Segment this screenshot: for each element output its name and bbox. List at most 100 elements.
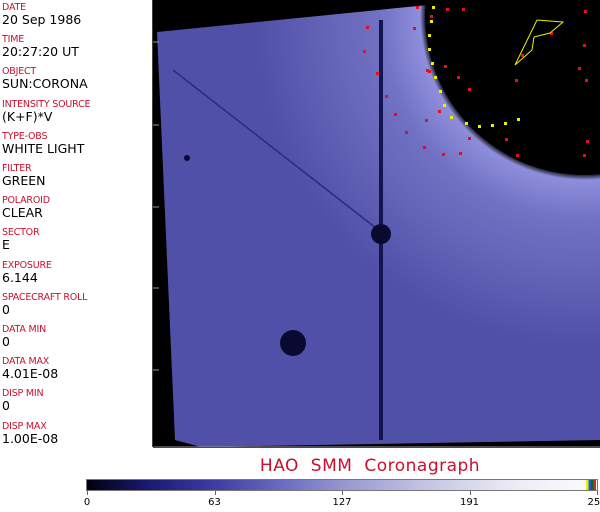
- color-bar-tick: [214, 491, 216, 495]
- field-disp-min: DISP MIN 0: [2, 388, 44, 414]
- field-value: 0: [2, 398, 10, 414]
- red-marker: [442, 153, 445, 156]
- red-marker: [516, 154, 519, 157]
- color-bar-tick-label: 191: [459, 497, 480, 508]
- red-marker: [366, 26, 369, 29]
- field-label: DATA MAX: [2, 356, 50, 368]
- field-data-min: DATA MIN 0: [2, 325, 46, 349]
- color-bar-tick-label: 0: [83, 497, 91, 508]
- field-label: SECTOR: [2, 227, 40, 239]
- field-exposure: EXPOSURE 6.144: [2, 259, 52, 285]
- field-data-max: DATA MAX 4.01E-08: [2, 357, 58, 381]
- field-label: TIME: [2, 34, 25, 46]
- field-label: DISP MAX: [2, 420, 47, 432]
- yellow-marker: [428, 34, 431, 37]
- color-bar-tick: [597, 491, 598, 495]
- red-marker: [459, 152, 462, 155]
- red-marker: [425, 119, 428, 122]
- plot-title: HAO SMM Coronagraph: [259, 456, 481, 476]
- red-marker: [505, 138, 508, 141]
- field-polaroid: POLAROID CLEAR: [2, 196, 50, 220]
- red-marker: [462, 8, 465, 11]
- field-value: WHITE LIGHT: [2, 140, 85, 156]
- coronagraph-image: [153, 0, 600, 448]
- field-value: 0: [2, 334, 10, 349]
- field-label: DISP MIN: [2, 388, 44, 400]
- field-value: 1.00E-08: [2, 430, 59, 446]
- dark-spot-small: [184, 155, 190, 161]
- color-bar-tick: [469, 491, 471, 495]
- yellow-marker: [439, 90, 442, 93]
- occulting-disk: [425, 0, 600, 175]
- field-type-obs: TYPE-OBS WHITE LIGHT: [2, 130, 85, 156]
- red-marker: [405, 131, 408, 134]
- yellow-marker: [465, 122, 468, 125]
- field-label: TYPE-OBS: [2, 130, 48, 142]
- color-bar-cap: [586, 480, 596, 490]
- field-label: POLAROID: [2, 195, 50, 207]
- axis-ticks: [153, 41, 600, 448]
- red-marker: [515, 79, 518, 82]
- yellow-marker: [517, 118, 520, 121]
- field-sector: SECTOR E: [2, 227, 40, 253]
- red-marker: [521, 54, 524, 57]
- field-time: TIME 20:27:20 UT: [2, 35, 79, 59]
- yellow-marker: [430, 20, 433, 23]
- red-marker: [583, 44, 586, 47]
- red-marker: [457, 76, 460, 79]
- field-label: EXPOSURE: [2, 259, 52, 271]
- yellow-marker: [428, 48, 431, 51]
- field-value: E: [2, 237, 10, 253]
- field-value: 20 Sep 1986: [2, 12, 82, 27]
- field-label: OBJECT: [2, 66, 37, 78]
- field-value: GREEN: [2, 173, 46, 188]
- red-marker: [376, 72, 379, 75]
- field-value: 20:27:20 UT: [2, 44, 79, 60]
- field-label: DATA MIN: [2, 324, 46, 335]
- field-value: SUN:CORONA: [2, 76, 88, 92]
- field-filter: FILTER GREEN: [2, 164, 46, 188]
- field-label: INTENSITY SOURCE: [2, 98, 91, 110]
- yellow-marker: [478, 125, 481, 128]
- red-marker: [444, 65, 447, 68]
- color-bar-tick-label: 127: [332, 497, 352, 508]
- field-object: OBJECT SUN:CORONA: [2, 67, 88, 91]
- yellow-marker: [443, 104, 446, 107]
- yellow-marker: [491, 124, 494, 127]
- red-marker: [585, 79, 588, 82]
- red-marker: [586, 140, 589, 143]
- red-marker: [426, 69, 429, 72]
- field-spacecraft-roll: SPACECRAFT ROLL 0: [2, 291, 88, 317]
- field-value: 0: [2, 301, 10, 317]
- red-marker: [583, 154, 586, 157]
- red-marker: [584, 10, 587, 13]
- red-marker: [446, 8, 449, 11]
- yellow-marker: [434, 76, 437, 79]
- field-value: (K+F)*V: [2, 108, 53, 124]
- color-bar-tick: [87, 491, 88, 495]
- red-marker: [430, 15, 433, 18]
- red-marker: [394, 113, 397, 116]
- red-marker: [413, 27, 416, 30]
- occulter-spot: [371, 224, 391, 244]
- field-date: DATE 20 Sep 1986: [2, 3, 81, 27]
- yellow-marker: [450, 116, 453, 119]
- field-disp-max: DISP MAX 1.00E-08: [2, 420, 59, 446]
- yellow-marker: [432, 6, 435, 9]
- red-marker: [428, 70, 431, 73]
- red-marker: [550, 32, 553, 35]
- field-label: DATE: [2, 2, 26, 13]
- red-marker: [363, 50, 366, 53]
- color-bar-tick-label: 255: [587, 497, 600, 508]
- color-bar-tick-label: 63: [208, 497, 221, 508]
- red-marker: [468, 88, 471, 91]
- overlay-markers: [363, 6, 589, 157]
- field-value: CLEAR: [2, 205, 43, 221]
- red-marker: [438, 110, 441, 113]
- dark-spot: [280, 330, 306, 356]
- red-marker: [578, 67, 581, 70]
- field-value: 6.144: [2, 269, 38, 285]
- diagonal-wire: [172, 69, 382, 233]
- color-bar-tick: [342, 491, 343, 495]
- field-label: SPACECRAFT ROLL: [2, 291, 88, 303]
